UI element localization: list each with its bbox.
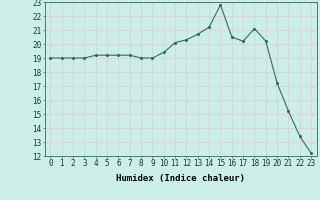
X-axis label: Humidex (Indice chaleur): Humidex (Indice chaleur) xyxy=(116,174,245,183)
